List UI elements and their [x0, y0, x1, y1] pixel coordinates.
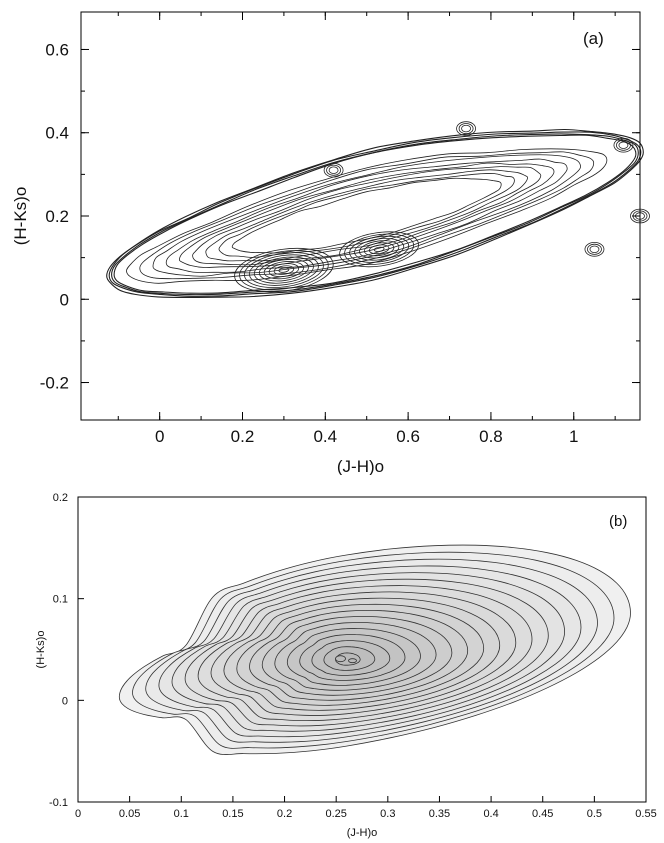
y-tick-label: 0	[60, 290, 69, 309]
contour-ring	[218, 173, 515, 258]
clump-contour	[589, 245, 600, 254]
contour-ring	[231, 177, 502, 254]
contour-fills-b	[118, 544, 631, 755]
clump-contour	[587, 243, 602, 255]
peak-contour	[349, 235, 410, 263]
y-tick-label: -0.2	[40, 374, 69, 393]
contour-lines-a	[106, 121, 650, 298]
y-axis-label-b: (H-Ks)o	[35, 631, 47, 669]
peak-contour	[335, 655, 346, 663]
x-tick-label: 0	[155, 427, 164, 446]
peak-contour	[248, 254, 319, 286]
contour-ring	[205, 169, 529, 262]
peak-contour	[344, 233, 415, 265]
y-tick-label: 0.2	[45, 207, 69, 226]
panel-label-b: (b)	[609, 513, 627, 530]
peak-contour	[234, 247, 334, 293]
x-ticks-a: 0 0.2 0.4 0.6 0.8 1	[117, 12, 616, 446]
clump-contour	[458, 123, 474, 135]
y-tick-label: 0	[62, 695, 68, 707]
y-tick-label: 0.1	[53, 594, 68, 606]
clump-contour	[326, 164, 341, 176]
y-ticks-a: -0.2 0 0.2 0.4 0.6	[40, 40, 640, 393]
contour-ring	[139, 151, 595, 280]
x-ticks-b: 0 0.05 0.1 0.15 0.2 0.25 0.3 0.35 0.4 0.45 0.5 0.55	[75, 796, 657, 820]
peak-contour	[339, 231, 420, 268]
x-tick-label: 0.6	[396, 427, 420, 446]
clump-contour	[328, 166, 339, 174]
x-tick-label: 0.15	[222, 808, 243, 820]
peak-contour	[263, 261, 305, 280]
y-tick-label: 0.2	[53, 492, 68, 504]
peak-contour	[358, 240, 400, 259]
y-tick-label: -0.1	[49, 797, 68, 809]
clump-contour	[584, 242, 605, 257]
peak-contour	[258, 258, 309, 282]
peak-contour	[239, 250, 329, 291]
x-axis-label-a: (J-H)o	[337, 457, 384, 475]
x-tick-label: 0.4	[483, 808, 498, 820]
peak-contour	[268, 263, 300, 278]
peak-contour	[278, 267, 290, 273]
clump-contour	[616, 139, 631, 151]
x-tick-label: 0.45	[532, 808, 553, 820]
x-tick-label: 0	[75, 808, 81, 820]
x-axis-label-b: (J-H)o	[347, 827, 378, 839]
plot-area-a: 0 0.2 0.4 0.6 0.8 1 -0.2 0 0.2 0.4 0.6	[40, 11, 650, 446]
x-tick-label: 0.55	[635, 808, 656, 820]
y-tick-label: 0.4	[45, 124, 69, 143]
y-tick-label: 0.6	[45, 40, 69, 59]
x-tick-label: 0.8	[479, 427, 503, 446]
panel-label-a: (a)	[583, 29, 604, 48]
x-tick-label: 0.5	[587, 808, 602, 820]
chart-a: 0 0.2 0.4 0.6 0.8 1 -0.2 0 0.2 0.4 0.6 (J-H)o (H-Ks)…	[11, 11, 650, 475]
peak-contour	[348, 658, 357, 664]
contour-outer-ring	[108, 131, 642, 297]
x-tick-label: 0.25	[325, 808, 346, 820]
x-tick-label: 0.1	[174, 808, 189, 820]
contour-outer-ring	[106, 128, 644, 298]
contour-outer-ring	[113, 134, 637, 294]
clump-contour	[461, 124, 471, 133]
clump-contour	[618, 141, 629, 149]
contour-ring	[152, 154, 581, 277]
clump-contour	[613, 137, 634, 153]
peak-contour	[368, 244, 390, 255]
contour-ring	[126, 148, 608, 284]
peak-contour	[363, 242, 395, 257]
x-tick-label: 0.4	[313, 427, 337, 446]
frame-b	[77, 496, 647, 803]
x-tick-label: 1	[569, 427, 578, 446]
contour-outer-ring	[111, 133, 639, 296]
x-tick-label: 0.3	[380, 808, 395, 820]
plot-area-b: 0 0.05 0.1 0.15 0.2 0.25 0.3 0.35 0.4 0.45 0.5 0.55…	[49, 492, 657, 820]
peak-contour	[373, 246, 385, 252]
x-tick-label: 0.05	[119, 808, 140, 820]
clump-contour	[323, 162, 344, 178]
contour-ring	[165, 158, 568, 273]
y-axis-label-a: (H-Ks)o	[11, 187, 30, 246]
x-tick-label: 0.2	[231, 427, 255, 446]
x-tick-label: 0.35	[429, 808, 450, 820]
peak-contour	[273, 265, 295, 275]
peak-contour	[253, 256, 314, 284]
clump-contour	[456, 121, 476, 136]
contour-ring	[178, 162, 555, 268]
peak-contour	[244, 252, 324, 288]
x-tick-label: 0.2	[277, 808, 292, 820]
peak-contour	[354, 238, 405, 261]
contour-ring	[192, 166, 542, 266]
y-ticks-b: -0.1 0 0.1 0.2	[49, 492, 84, 809]
